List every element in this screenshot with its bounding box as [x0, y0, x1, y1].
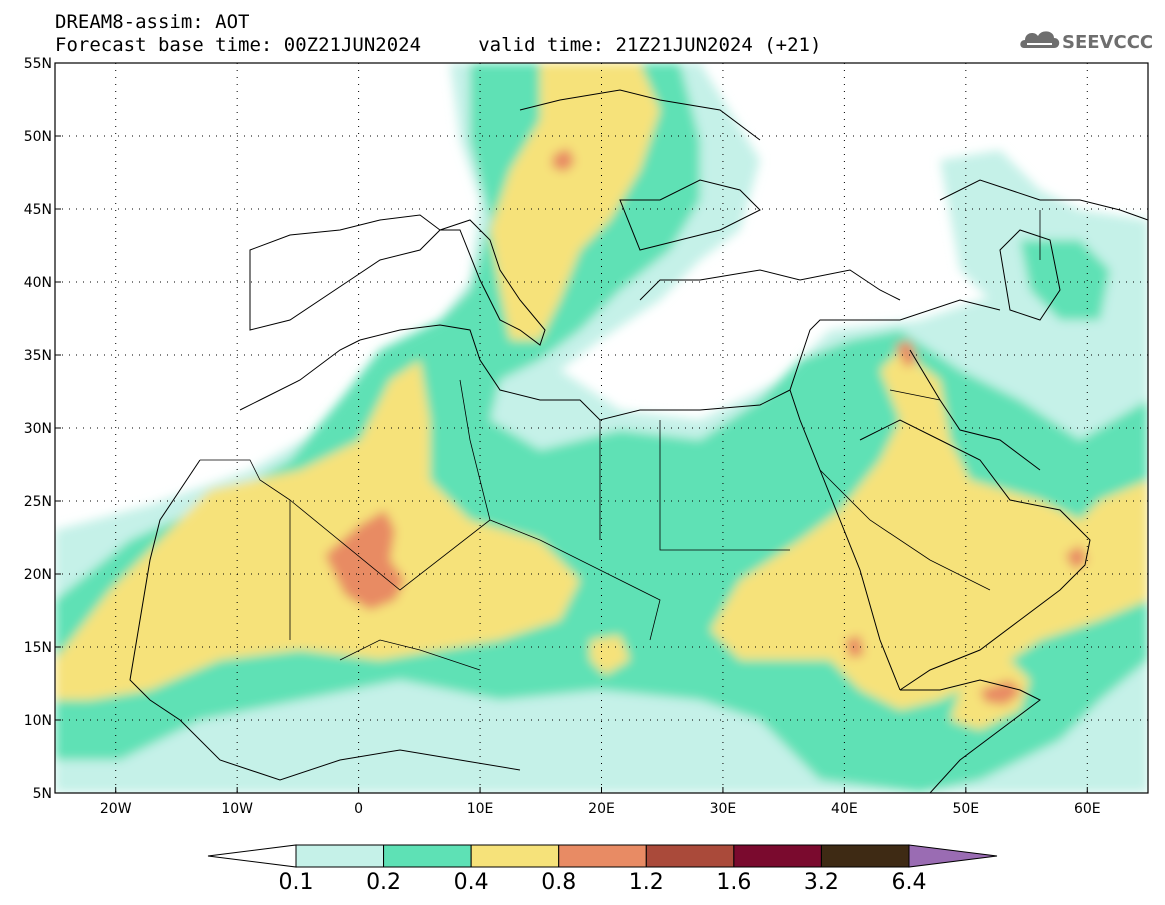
lon-tick-label: 0 [354, 801, 363, 817]
colorbar-label: 0.4 [454, 870, 489, 895]
colorbar-low-arrow [207, 844, 297, 868]
map-time-info: Forecast base time: 00Z21JUN2024 valid t… [55, 34, 822, 56]
lat-tick-label: 50N [24, 129, 52, 145]
lat-tick-label: 20N [24, 567, 52, 583]
seevccc-logo: SEEVCCC [1020, 31, 1153, 53]
colorbar-segment [558, 844, 647, 868]
lat-tick-label: 10N [24, 713, 52, 729]
lat-tick-label: 55N [24, 56, 52, 72]
latitude-labels: 55N 50N 45N 40N 35N 30N 25N 20N 15N 10N 5N [24, 56, 61, 802]
colorbar-segment [383, 844, 472, 868]
lat-tick-label: 40N [24, 275, 52, 291]
country-borders [200, 210, 1041, 671]
lon-tick-label: 40E [831, 801, 858, 817]
lon-tick-label: 10E [467, 801, 494, 817]
lon-tick-label: 30E [710, 801, 737, 817]
lon-tick-label: 20E [588, 801, 615, 817]
lat-tick-label: 15N [24, 640, 52, 656]
coastlines [129, 89, 1148, 793]
lat-tick-label: 35N [24, 348, 52, 364]
logo-text: SEEVCCC [1062, 32, 1153, 53]
longitude-labels: 20W 10W 0 10E 20E 30E 40E 50E 60E [100, 787, 1101, 817]
colorbar-segment [470, 844, 560, 868]
lon-tick-label: 20W [100, 801, 132, 817]
lon-tick-label: 50E [952, 801, 979, 817]
cloud-logo-icon [1020, 31, 1060, 48]
colorbar-segment [645, 844, 735, 868]
colorbar-label: 1.6 [716, 870, 751, 895]
lat-tick-label: 25N [24, 494, 52, 510]
lon-tick-label: 10W [221, 801, 253, 817]
colorbar-label: 1.2 [629, 870, 664, 895]
map-grid [55, 63, 1148, 793]
colorbar-label: 0.8 [541, 870, 576, 895]
colorbar-segment [820, 844, 910, 868]
colorbar-label: 6.4 [892, 870, 927, 895]
lon-tick-label: 60E [1074, 801, 1101, 817]
map-title: DREAM8-assim: AOT [55, 11, 250, 33]
colorbar-label: 0.1 [279, 870, 314, 895]
colorbar-segment [733, 844, 822, 868]
colorbar-label: 0.2 [366, 870, 401, 895]
colorbar-segment [295, 844, 385, 868]
lat-tick-label: 30N [24, 421, 52, 437]
lat-tick-label: 45N [24, 202, 52, 218]
colorbar-high-arrow [908, 844, 998, 868]
lat-tick-label: 5N [33, 786, 52, 802]
colorbar: 0.1 0.2 0.4 0.8 1.2 1.6 3.2 6.4 [207, 844, 998, 895]
colorbar-label: 3.2 [804, 870, 839, 895]
